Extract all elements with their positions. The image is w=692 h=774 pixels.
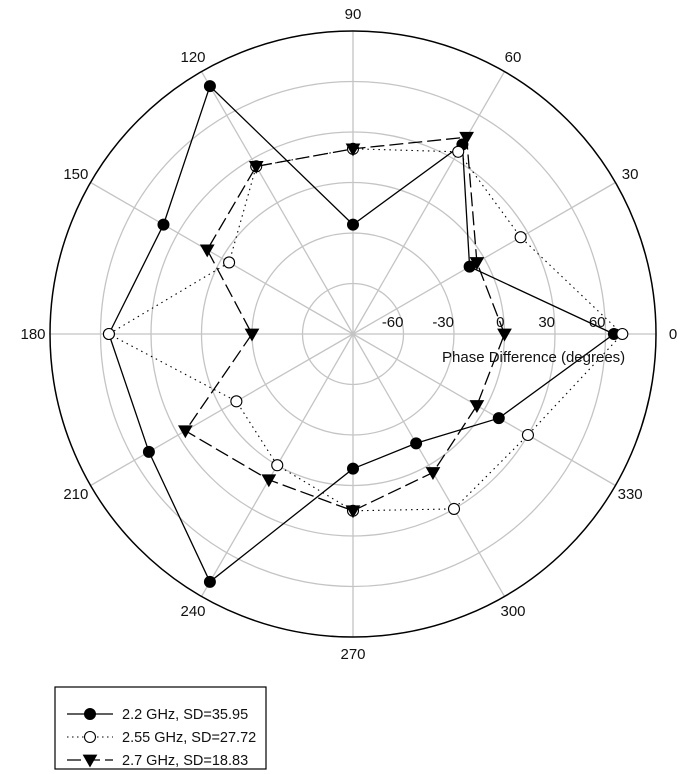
series-1-point-1 [514, 231, 527, 244]
series-2-point-2 [459, 131, 474, 145]
radial-tick-label-0: -60 [382, 314, 404, 331]
series-2-point-5 [199, 244, 215, 258]
angle-tick-label-0: 0 [669, 326, 677, 343]
legend-marker-1 [83, 730, 97, 744]
series-2-point-8 [261, 474, 277, 488]
angle-tick-label-60: 60 [505, 49, 522, 66]
grid-spoke-60 [352, 71, 506, 335]
angle-tick-label-330: 330 [618, 486, 643, 503]
angle-tick-label-210: 210 [63, 486, 88, 503]
legend-marker-0 [84, 708, 96, 720]
angle-tick-label-120: 120 [180, 49, 205, 66]
angle-tick-label-300: 300 [500, 603, 525, 620]
series-1-point-7 [230, 395, 243, 408]
legend-marker-2 [82, 754, 98, 768]
series-0-point-11 [492, 412, 505, 425]
angle-tick-label-150: 150 [63, 166, 88, 183]
series-2-point-11 [469, 400, 485, 414]
series-0-point-3 [347, 218, 359, 231]
grid-spoke-210 [90, 333, 354, 487]
series-1-point-0 [616, 327, 629, 341]
radial-tick-label-3: 30 [538, 314, 555, 331]
series-2-point-10 [425, 467, 441, 480]
radial-axis-label: Phase Difference (degrees) [442, 349, 625, 366]
series-2-point-4 [248, 160, 264, 174]
series-1-point-6 [102, 327, 115, 341]
series-0-point-7 [142, 445, 155, 458]
legend: 2.2 GHz, SD=35.95 2.55 GHz, SD=27.72 2.7 G… [54, 686, 267, 770]
angle-tick-label-240: 240 [180, 603, 205, 620]
series-2-point-6 [244, 328, 260, 342]
angle-tick-label-30: 30 [622, 166, 639, 183]
legend-label-0: 2.2 GHz, SD=35.95 [122, 707, 248, 723]
angle-tick-label-270: 270 [340, 646, 365, 663]
angle-tick-label-90: 90 [345, 6, 362, 23]
grid-spoke-150 [90, 181, 354, 335]
series-2-point-1 [469, 257, 485, 270]
series-2-point-9 [345, 505, 361, 519]
grid-spoke-30 [352, 181, 616, 335]
angle-tick-label-180: 180 [20, 326, 45, 343]
legend-label-2: 2.7 GHz, SD=18.83 [122, 753, 248, 769]
series-1-point-10 [447, 502, 461, 515]
series-layer [102, 80, 629, 588]
radial-tick-label-1: -30 [432, 314, 454, 331]
series-0-point-10 [410, 437, 423, 450]
outer-boundary [49, 30, 657, 638]
series-0-point-9 [347, 462, 359, 475]
series-0-point-8 [203, 575, 216, 588]
grid-spoke-300 [352, 333, 506, 597]
series-2-point-0 [497, 328, 512, 342]
series-2-point-3 [345, 143, 361, 157]
series-1-point-5 [223, 256, 236, 269]
legend-label-1: 2.55 GHz, SD=27.72 [122, 730, 256, 746]
series-0-point-5 [157, 218, 170, 231]
series-0-point-4 [203, 80, 216, 93]
series-2-point-7 [177, 425, 193, 439]
legend-items: 2.2 GHz, SD=35.95 2.55 GHz, SD=27.72 2.7 G… [67, 707, 256, 769]
series-line-2 [184, 136, 506, 512]
series-1-point-8 [271, 459, 284, 472]
series-1-point-11 [521, 428, 534, 442]
series-1-point-2 [452, 145, 465, 158]
grid-spoke-330 [352, 333, 616, 487]
grid-spoke-120 [200, 71, 354, 335]
radial-tick-label-4: 60 [589, 314, 606, 331]
